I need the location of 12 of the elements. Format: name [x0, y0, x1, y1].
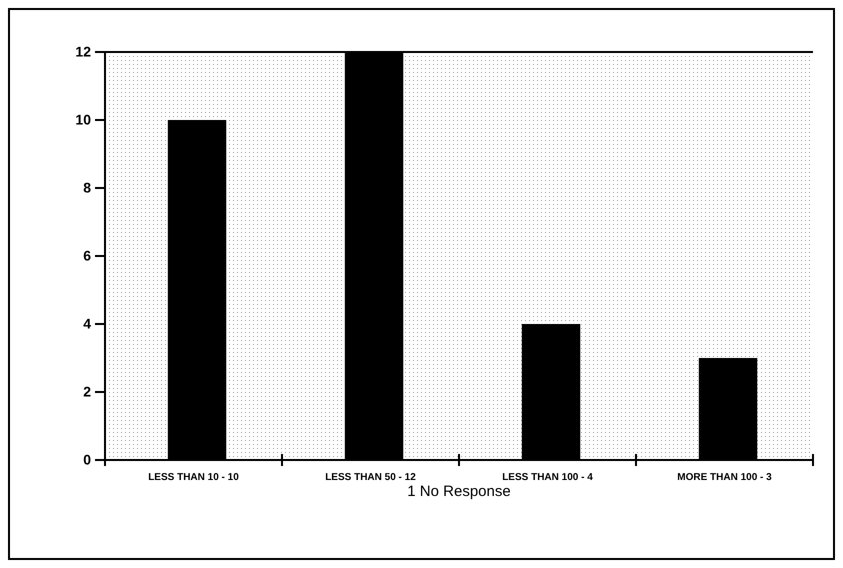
x-tick-label: LESS THAN 50 - 12 [325, 472, 416, 483]
x-tick-label: LESS THAN 10 - 10 [148, 472, 240, 483]
y-tick-label: 2 [83, 383, 92, 400]
y-tick-label: 12 [75, 43, 92, 60]
y-tick-label: 0 [83, 451, 92, 468]
x-tick-label: LESS THAN 100 - 4 [502, 472, 594, 483]
y-tick-label: 4 [83, 315, 92, 332]
y-tick-label: 6 [83, 247, 92, 264]
x-axis-title: 1 No Response [407, 483, 511, 500]
y-tick-label: 8 [83, 179, 92, 196]
y-tick-label: 10 [75, 111, 92, 128]
x-tick-label: MORE THAN 100 - 3 [677, 472, 772, 483]
